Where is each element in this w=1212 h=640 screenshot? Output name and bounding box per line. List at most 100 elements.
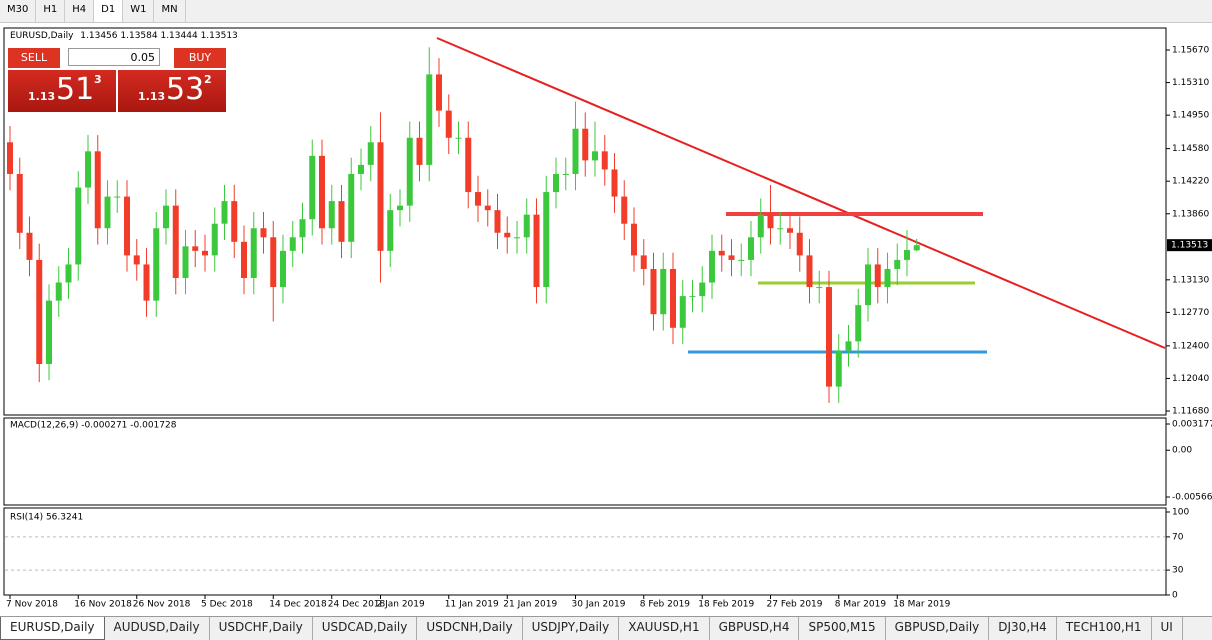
candle-body [855, 305, 862, 342]
x-tick-label: 11 Jan 2019 [445, 600, 499, 610]
candle-body [338, 201, 345, 242]
candle-body [523, 214, 530, 238]
candle-body [406, 137, 413, 206]
candle-body [738, 259, 745, 261]
symbol-tab[interactable]: XAUUSD,H1 [619, 617, 710, 640]
timeframe-button[interactable]: H4 [65, 0, 95, 22]
symbol-tab[interactable]: AUDUSD,Daily [105, 617, 210, 640]
candle-body [514, 237, 520, 239]
candle-body [192, 246, 199, 251]
candle-body [553, 173, 559, 193]
x-tick-label: 16 Nov 2018 [74, 600, 132, 610]
candle-body [211, 223, 218, 256]
candle-body [533, 214, 540, 288]
candle-body [884, 268, 891, 288]
bid-fraction: 3 [94, 73, 102, 86]
last-price-box [1167, 239, 1212, 252]
timeframe-button[interactable]: W1 [123, 0, 155, 22]
candle-body [465, 137, 472, 193]
candle-body [202, 250, 208, 256]
y-tick-label: 0 [1172, 591, 1178, 601]
candle-body [241, 241, 247, 279]
candle-body [650, 268, 657, 315]
timeframe-button[interactable]: M30 [0, 0, 37, 22]
y-tick-label: 1.15670 [1172, 45, 1209, 55]
symbol-tabs: EURUSD,Daily AUDUSD,Daily USDCHF,Daily USDC… [0, 616, 1212, 640]
bid-price[interactable]: 1.13 51 3 [8, 70, 116, 112]
candle-body [777, 228, 784, 230]
y-tick-label: 1.14580 [1172, 144, 1209, 154]
candle-body [367, 142, 374, 165]
candle-body [46, 300, 52, 364]
symbol-tab[interactable]: DJ30,H4 [989, 617, 1057, 640]
candle-body [787, 228, 793, 233]
macd-frame [3, 417, 1167, 506]
candle-body [816, 287, 823, 289]
symbol-tab[interactable]: SP500,M15 [799, 617, 886, 640]
candle-body [572, 128, 579, 174]
y-tick-label: 1.13130 [1172, 275, 1209, 285]
candle-body [26, 232, 33, 260]
candle-body [601, 151, 608, 170]
buy-button[interactable]: BUY [174, 48, 226, 68]
candle-body [377, 142, 384, 251]
ask-fraction: 2 [204, 73, 212, 86]
last-price-label: 1.13513 [1171, 241, 1208, 251]
y-tick-label: 1.12400 [1172, 341, 1209, 351]
y-tick-label: 1.13860 [1172, 209, 1209, 219]
candle-body [562, 173, 569, 175]
timeframe-button[interactable]: MN [154, 0, 186, 22]
candle-body [260, 228, 267, 238]
candle-body [621, 196, 628, 224]
candle-body [348, 173, 355, 242]
symbol-tab[interactable]: EURUSD,Daily [0, 617, 105, 640]
candle-body [270, 237, 277, 288]
candle-body [94, 151, 101, 229]
x-tick-label: 14 Dec 2018 [269, 600, 327, 610]
symbol-tab[interactable]: TECH100,H1 [1057, 617, 1152, 640]
symbol-tab[interactable]: USDCAD,Daily [313, 617, 418, 640]
chart: EURUSD,Daily 1.13456 1.13584 1.13444 1.1… [3, 27, 1212, 610]
x-tick-label: 27 Feb 2019 [767, 600, 823, 610]
timeframe-button[interactable]: H1 [36, 0, 66, 22]
candle-body [504, 232, 511, 238]
y-tick-label: 30 [1172, 566, 1184, 576]
symbol-tab[interactable]: UI [1152, 617, 1183, 640]
candle-body [328, 201, 335, 229]
candle-body [85, 151, 91, 188]
y-tick-label: 1.15310 [1172, 78, 1209, 88]
candle-body [767, 214, 774, 229]
candle-body [894, 259, 901, 269]
candle-body [670, 268, 676, 328]
open: 1.13456 [80, 31, 117, 41]
volume-input[interactable]: 0.05 [68, 48, 160, 66]
candle-body [904, 249, 910, 260]
candle-body [865, 264, 871, 306]
candle-body [55, 282, 62, 301]
x-tick-label: 21 Jan 2019 [503, 600, 557, 610]
symbol-tab[interactable]: USDCHF,Daily [210, 617, 313, 640]
symbol-tab[interactable]: GBPUSD,H4 [710, 617, 800, 640]
y-tick-label: 1.11680 [1172, 407, 1209, 417]
x-tick-label: 5 Dec 2018 [201, 600, 253, 610]
candle-body [153, 228, 160, 301]
candle-body [709, 250, 715, 283]
symbol-tab[interactable]: USDCNH,Daily [417, 617, 523, 640]
y-tick-label: 1.12040 [1172, 374, 1209, 384]
candle-body [104, 196, 111, 229]
x-tick-label: 18 Mar 2019 [893, 600, 950, 610]
candle-body [806, 255, 813, 288]
candle-body [845, 341, 852, 351]
timeframe-button[interactable]: D1 [94, 0, 124, 22]
ask-price[interactable]: 1.13 53 2 [118, 70, 226, 112]
candle-body [416, 137, 423, 165]
candle-body [475, 192, 481, 206]
symbol-tab[interactable]: USDJPY,Daily [523, 617, 620, 640]
candle-body [757, 214, 764, 238]
candle-body [387, 210, 394, 251]
symbol-tab[interactable]: GBPUSD,Daily [886, 617, 990, 640]
candle-body [436, 74, 442, 111]
x-tick-label: 18 Feb 2019 [698, 600, 754, 610]
bid-big: 1.13 [28, 90, 56, 103]
sell-button[interactable]: SELL [8, 48, 60, 68]
